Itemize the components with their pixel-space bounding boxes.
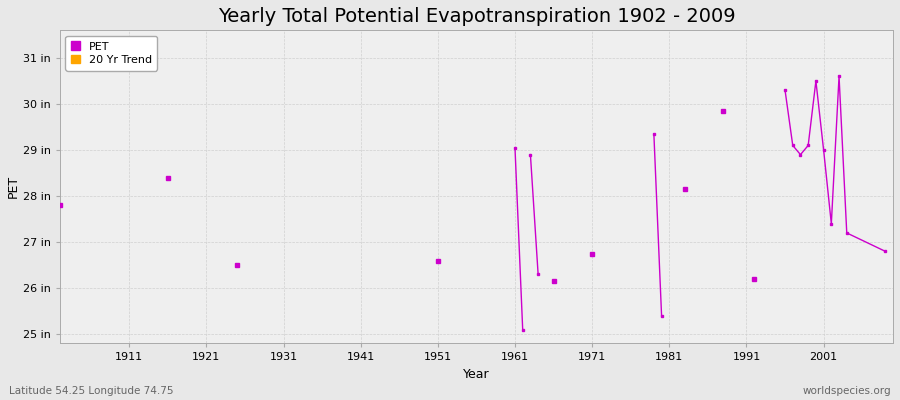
- Text: Latitude 54.25 Longitude 74.75: Latitude 54.25 Longitude 74.75: [9, 386, 174, 396]
- X-axis label: Year: Year: [464, 368, 490, 381]
- Y-axis label: PET: PET: [7, 175, 20, 198]
- Text: worldspecies.org: worldspecies.org: [803, 386, 891, 396]
- Legend: PET, 20 Yr Trend: PET, 20 Yr Trend: [66, 36, 158, 70]
- Title: Yearly Total Potential Evapotranspiration 1902 - 2009: Yearly Total Potential Evapotranspiratio…: [218, 7, 735, 26]
